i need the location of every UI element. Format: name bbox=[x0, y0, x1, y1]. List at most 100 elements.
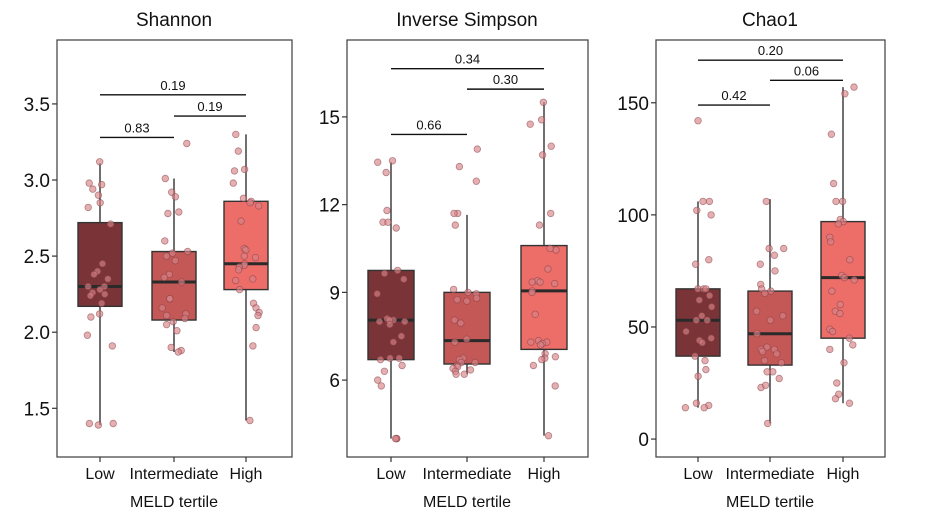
data-point bbox=[89, 185, 97, 193]
panel-shannon: Shannon MELD tertile bbox=[130, 10, 218, 511]
y-tick-label: 0 bbox=[638, 430, 649, 451]
data-point bbox=[849, 341, 857, 349]
data-point bbox=[707, 334, 715, 342]
data-point bbox=[528, 278, 536, 286]
data-point bbox=[234, 266, 243, 274]
data-point bbox=[181, 314, 189, 323]
data-point bbox=[527, 338, 535, 346]
data-point bbox=[109, 419, 117, 428]
data-point bbox=[705, 256, 713, 264]
data-point bbox=[450, 316, 459, 324]
data-point bbox=[694, 372, 702, 380]
panel-title: Chao1 bbox=[742, 10, 798, 31]
data-point bbox=[682, 327, 690, 336]
plot-0: 1.5 2.0 2.5 3.0 3.5 Low Intermediate High 0.83 0.… bbox=[24, 39, 293, 483]
data-point bbox=[827, 130, 836, 138]
data-point bbox=[695, 296, 703, 304]
data-point bbox=[230, 167, 239, 175]
data-point bbox=[251, 253, 260, 262]
data-point bbox=[466, 366, 475, 374]
data-point bbox=[779, 312, 787, 320]
data-point bbox=[449, 285, 458, 294]
data-point bbox=[373, 290, 381, 298]
data-point bbox=[531, 310, 539, 318]
data-point bbox=[777, 359, 786, 367]
box-high bbox=[520, 244, 568, 351]
data-point bbox=[702, 365, 710, 374]
data-point bbox=[252, 323, 260, 332]
data-point bbox=[95, 158, 104, 166]
data-point bbox=[398, 361, 406, 370]
data-point bbox=[254, 311, 262, 320]
data-point bbox=[374, 376, 382, 384]
x-tick-label: Intermediate bbox=[423, 466, 512, 483]
data-point bbox=[246, 416, 254, 425]
panel-title: Inverse Simpson bbox=[396, 10, 538, 31]
data-point bbox=[453, 296, 461, 304]
data-point bbox=[171, 193, 180, 201]
data-point bbox=[388, 157, 397, 165]
data-point bbox=[828, 287, 836, 295]
data-point bbox=[391, 434, 400, 443]
p-value-label: 0.19 bbox=[197, 99, 222, 114]
data-point bbox=[450, 209, 458, 218]
y-tick-label: 6 bbox=[329, 371, 340, 392]
panel-title: Shannon bbox=[136, 10, 212, 31]
plot-2: 0 50 100 150 Low Intermediate High 0.42 0.06 0.20 bbox=[617, 39, 886, 483]
data-point bbox=[694, 116, 702, 125]
data-point bbox=[762, 197, 770, 206]
data-point bbox=[167, 343, 175, 352]
data-point bbox=[249, 342, 257, 350]
data-point bbox=[177, 278, 186, 286]
data-point bbox=[838, 197, 847, 206]
data-point bbox=[547, 142, 555, 150]
data-point bbox=[166, 295, 174, 303]
data-point bbox=[397, 332, 406, 340]
data-point bbox=[826, 345, 834, 354]
data-point bbox=[707, 211, 715, 219]
x-tick-label: Low bbox=[85, 466, 115, 483]
data-point bbox=[681, 404, 690, 412]
data-point bbox=[836, 300, 844, 309]
data-point bbox=[452, 370, 460, 378]
data-point bbox=[765, 244, 773, 253]
data-point bbox=[850, 276, 858, 284]
data-point bbox=[104, 275, 112, 283]
data-point bbox=[380, 367, 389, 375]
data-point bbox=[840, 359, 848, 367]
data-point bbox=[708, 303, 716, 311]
x-tick-label: Intermediate bbox=[130, 466, 219, 483]
data-point bbox=[463, 297, 471, 305]
box-low bbox=[367, 269, 415, 361]
data-point bbox=[700, 404, 708, 412]
data-point bbox=[828, 327, 837, 336]
data-point bbox=[382, 168, 390, 177]
data-point bbox=[692, 316, 700, 324]
data-point bbox=[94, 191, 103, 199]
p-value-label: 0.06 bbox=[794, 63, 819, 78]
p-value-label: 0.83 bbox=[124, 120, 149, 135]
data-point bbox=[451, 221, 459, 229]
y-tick-label: 2.5 bbox=[24, 247, 50, 268]
p-value-label: 0.19 bbox=[160, 78, 185, 93]
data-point bbox=[377, 382, 385, 390]
panel-chao1: Chao1 MELD tertile bbox=[726, 10, 814, 511]
plot-1: 6 9 12 15 Low Intermediate High 0.66 0.30 0.34 bbox=[319, 39, 589, 483]
data-point bbox=[693, 206, 701, 215]
data-point bbox=[375, 317, 384, 326]
data-point bbox=[766, 316, 775, 324]
data-point bbox=[246, 199, 254, 207]
data-point bbox=[386, 320, 394, 329]
data-point bbox=[389, 338, 398, 346]
data-point bbox=[98, 260, 107, 268]
data-point bbox=[84, 282, 92, 291]
data-point bbox=[551, 382, 559, 390]
data-point bbox=[834, 220, 842, 228]
y-tick-label: 3.0 bbox=[24, 171, 50, 192]
data-point bbox=[457, 319, 465, 327]
data-point bbox=[374, 158, 382, 166]
p-value-label: 0.66 bbox=[416, 117, 441, 132]
data-point bbox=[761, 289, 769, 297]
data-point bbox=[547, 209, 555, 218]
